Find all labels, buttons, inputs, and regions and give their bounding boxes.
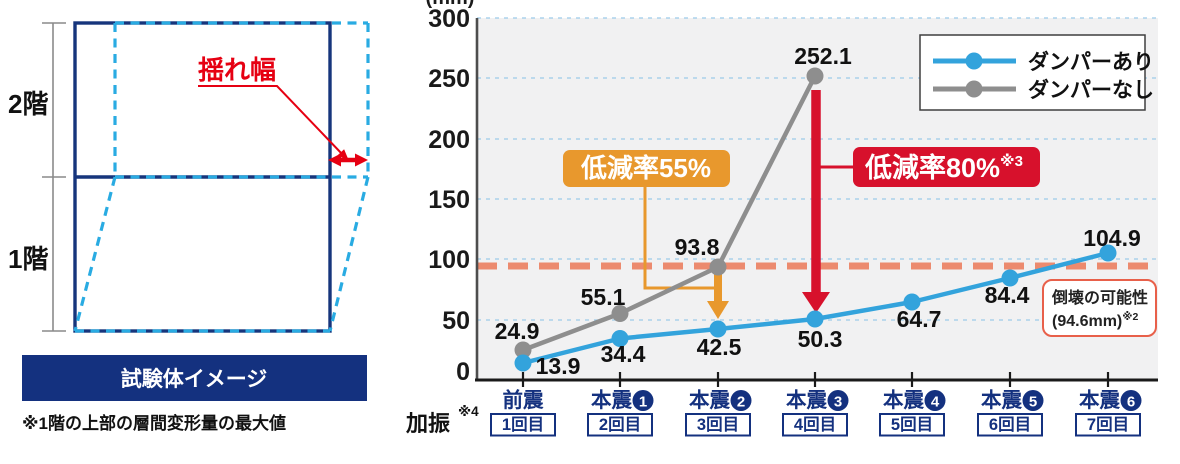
svg-text:5回目: 5回目 (891, 415, 933, 434)
svg-text:300: 300 (428, 5, 470, 33)
svg-text:本震: 本震 (786, 389, 827, 412)
svg-text:2回目: 2回目 (599, 415, 641, 434)
svg-text:6: 6 (1127, 394, 1135, 411)
trial-number-boxes: 1回目 2回目 3回目 4回目 5回目 6回目 7回目 (490, 413, 1141, 437)
svg-text:低減率55%: 低減率55% (580, 153, 711, 183)
collapse-threshold-label: 倒壊の可能性 (94.6mm)※2 (1042, 279, 1157, 337)
y-unit-fragment: (mm) (426, 0, 475, 9)
line-chart: 300 250 200 150 100 50 0 (mm) (405, 0, 1158, 437)
svg-text:84.4: 84.4 (985, 282, 1030, 308)
svg-text:7回目: 7回目 (1087, 415, 1129, 434)
svg-text:1: 1 (639, 394, 647, 411)
svg-text:6回目: 6回目 (989, 415, 1031, 434)
svg-text:本震: 本震 (591, 389, 632, 412)
svg-text:50: 50 (442, 307, 470, 335)
svg-text:3: 3 (834, 394, 842, 411)
svg-text:64.7: 64.7 (897, 306, 942, 332)
svg-text:0: 0 (456, 358, 470, 386)
reduction80-badge: 低減率80%※3 (853, 147, 1040, 187)
svg-text:本震: 本震 (689, 389, 730, 412)
svg-text:※4: ※4 (458, 404, 479, 419)
floor1-label: 1階 (8, 244, 48, 274)
caption-text: 試験体イメージ (121, 367, 268, 391)
series-no-damper (514, 67, 824, 359)
svg-text:2: 2 (737, 394, 745, 411)
svg-text:100: 100 (428, 246, 470, 274)
svg-text:250: 250 (428, 65, 470, 93)
legend-marker-with-damper-icon (965, 52, 983, 70)
svg-text:50.3: 50.3 (798, 326, 843, 352)
x-axis-title: 加振 ※4 (405, 404, 479, 436)
svg-text:前震: 前震 (503, 388, 544, 412)
y-axis-labels: 300 250 200 150 100 50 0 (428, 5, 470, 386)
svg-text:低減率80%※3: 低減率80%※3 (864, 152, 1023, 183)
svg-text:200: 200 (428, 126, 470, 154)
svg-text:本震: 本震 (1079, 389, 1121, 412)
reduction55-arrow-icon (707, 274, 729, 319)
svg-text:3回目: 3回目 (697, 415, 739, 434)
svg-text:倒壊の可能性: 倒壊の可能性 (1051, 288, 1148, 307)
svg-text:本震: 本震 (981, 389, 1022, 412)
svg-text:55.1: 55.1 (581, 284, 626, 310)
deformed-frame (73, 21, 370, 333)
sway-double-arrow-icon (328, 153, 368, 167)
sway-label: 揺れ幅 (198, 55, 276, 85)
svg-text:93.8: 93.8 (675, 234, 720, 260)
svg-text:34.4: 34.4 (601, 341, 646, 367)
diagram-footnote: ※1階の上部の層間変形量の最大値 (22, 413, 286, 433)
reduction55-connector (643, 187, 714, 290)
svg-text:加振: 加振 (405, 411, 450, 436)
building-deformation-diagram: 2階 1階 揺れ幅 試験体イメージ (8, 21, 370, 433)
svg-text:5: 5 (1029, 394, 1037, 411)
legend-label-with-damper: ダンパーあり (1028, 50, 1154, 74)
svg-text:104.9: 104.9 (1083, 225, 1141, 251)
data-labels-with-damper: 13.9 34.4 42.5 50.3 64.7 84.4 104.9 (536, 225, 1141, 379)
svg-text:(94.6mm)※2: (94.6mm)※2 (1052, 311, 1138, 330)
legend-label-no-damper: ダンパーなし (1028, 78, 1154, 102)
svg-text:4回目: 4回目 (794, 415, 836, 434)
svg-text:本震: 本震 (883, 389, 924, 412)
reduction80-arrow-icon (802, 90, 830, 313)
svg-text:24.9: 24.9 (495, 318, 540, 344)
legend: ダンパーあり ダンパーなし (919, 34, 1154, 111)
svg-text:4: 4 (931, 394, 940, 411)
reduction55-badge: 低減率55% (563, 150, 730, 187)
svg-text:150: 150 (428, 186, 470, 214)
sway-pointer-line (198, 85, 344, 156)
svg-text:1回目: 1回目 (502, 415, 544, 434)
svg-text:13.9: 13.9 (536, 353, 581, 379)
x-axis-ticks (521, 372, 1110, 387)
height-bracket (42, 22, 66, 332)
category-labels: 前震 本震 1 本震 2 本震 3 本震 4 本震 5 本震 6 (503, 388, 1142, 412)
svg-text:252.1: 252.1 (794, 43, 852, 69)
svg-text:42.5: 42.5 (697, 334, 742, 360)
floor2-label: 2階 (8, 89, 48, 119)
series-with-damper (514, 244, 1117, 372)
legend-marker-no-damper-icon (965, 80, 983, 98)
data-labels-no-damper: 24.9 55.1 93.8 252.1 (495, 43, 852, 344)
caption-banner (22, 355, 367, 401)
